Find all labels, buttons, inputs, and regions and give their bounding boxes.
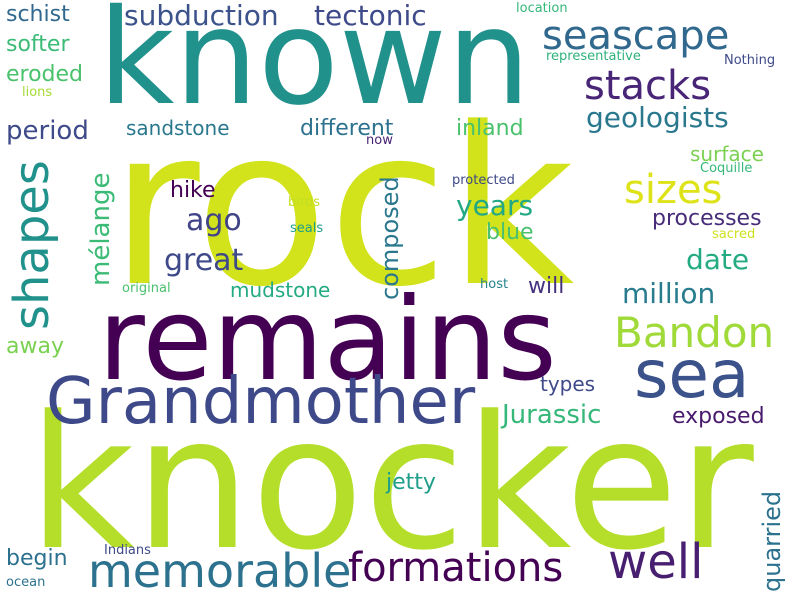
word-sea: sea — [634, 336, 750, 413]
word-birds: birds — [288, 195, 321, 210]
word-jurassic: Jurassic — [502, 400, 602, 430]
word-ocean: ocean — [6, 575, 46, 590]
word-host: host — [480, 277, 509, 292]
word-will: will — [528, 274, 565, 299]
word-geologists: geologists — [586, 101, 729, 134]
word-location: location — [516, 1, 568, 16]
word-years: years — [456, 189, 534, 222]
word-blue: blue — [486, 220, 534, 245]
word-great: great — [164, 243, 244, 278]
word-period: period — [6, 116, 89, 146]
word-lions: lions — [22, 85, 53, 100]
word-processes: processes — [652, 206, 762, 231]
word-original: original — [122, 281, 171, 296]
word-rock: rock — [110, 82, 575, 335]
word-away: away — [6, 334, 64, 359]
word-composed: composed — [376, 176, 404, 300]
word-protected: protected — [452, 173, 515, 188]
word-now: now — [366, 133, 393, 148]
word-tectonic: tectonic — [314, 0, 427, 32]
word-date: date — [686, 243, 750, 276]
word-remains: remains — [98, 273, 557, 406]
word-stacks: stacks — [584, 63, 712, 109]
word-eroded: eroded — [6, 62, 84, 87]
word-well: well — [608, 534, 704, 590]
word-exposed: exposed — [672, 404, 765, 429]
word-seascape: seascape — [542, 13, 730, 59]
word-ago: ago — [186, 203, 242, 238]
word-shapes: shapes — [4, 160, 60, 330]
word-types: types — [540, 372, 596, 396]
word-knocker: knocker — [28, 377, 754, 591]
word-schist: schist — [6, 2, 70, 27]
word-jetty: jetty — [386, 470, 436, 495]
word-memorable: memorable — [88, 544, 352, 598]
word-known: known — [98, 0, 531, 135]
word-softer: softer — [6, 32, 70, 57]
word-sandstone: sandstone — [126, 116, 230, 140]
word-different: different — [300, 116, 394, 141]
word-hike: hike — [170, 178, 216, 203]
word-sacred: sacred — [712, 227, 756, 242]
word-representative: representative — [546, 49, 641, 64]
word-inland: inland — [456, 116, 524, 141]
word-million: million — [622, 277, 716, 310]
word-formations: formations — [348, 545, 564, 591]
word-surface: surface — [690, 142, 764, 166]
word-begin: begin — [6, 546, 68, 571]
word-subduction: subduction — [124, 0, 279, 32]
word-coquille: Coquille — [700, 161, 753, 176]
word-melange: mélange — [86, 172, 116, 286]
word-grandmother: Grandmother — [46, 365, 476, 439]
word-mudstone: mudstone — [230, 278, 331, 302]
word-sizes: sizes — [624, 167, 723, 213]
word-indians: Indians — [104, 543, 151, 558]
word-quarried: quarried — [758, 490, 786, 592]
word-bandon: Bandon — [614, 308, 775, 357]
word-nothing: Nothing — [724, 53, 776, 68]
word-seals: seals — [290, 221, 324, 236]
